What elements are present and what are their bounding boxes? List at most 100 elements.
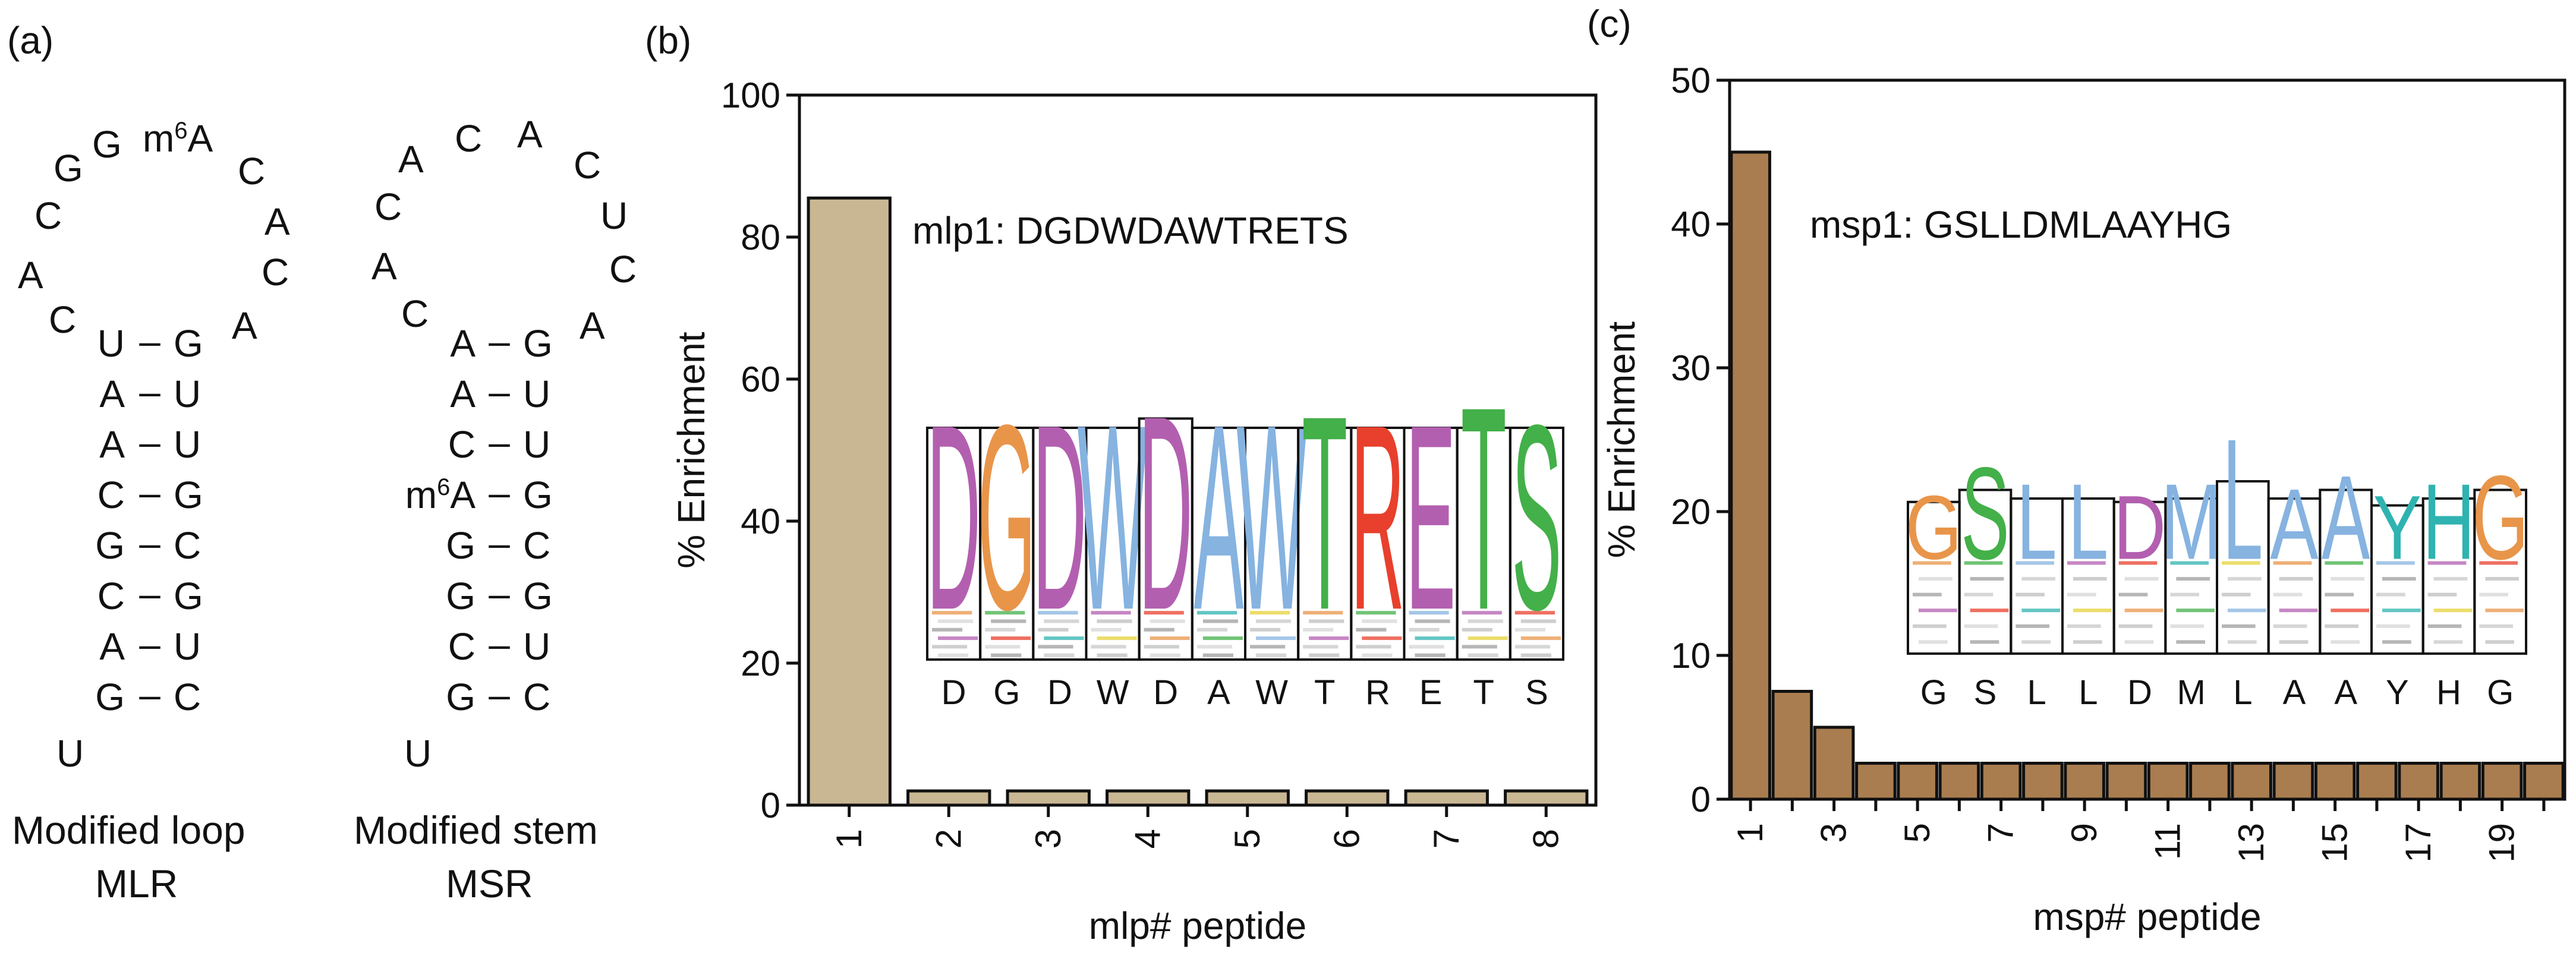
logo-minor-residue	[2228, 608, 2266, 613]
logo-minor-residue	[2376, 624, 2410, 628]
y-tick-label: 60	[741, 359, 780, 399]
logo-minor-residue	[2067, 592, 2096, 597]
logo-letter: H	[2423, 461, 2475, 582]
msr-pair-bond: –	[489, 370, 510, 413]
logo-minor-residue	[2382, 608, 2421, 613]
mlr-pair-bond: –	[139, 370, 160, 413]
logo-letter: D	[1139, 359, 1193, 668]
logo-minor-residue	[1097, 619, 1132, 623]
logo-position-label: Y	[2386, 673, 2409, 712]
mlr-stem-left-nucleotide: A	[99, 423, 125, 466]
logo-position-label: A	[2283, 673, 2306, 712]
bar	[906, 789, 991, 807]
logo-minor-residue	[991, 653, 1022, 657]
logo-position-label: H	[2436, 673, 2461, 712]
msr-pair-bond: –	[489, 623, 510, 665]
msr-loop-nucleotide: U	[600, 194, 628, 237]
logo-minor-residue	[2222, 561, 2260, 565]
logo-position-label: W	[1097, 673, 1129, 712]
logo-minor-residue	[2479, 624, 2513, 628]
logo-minor-residue	[1196, 645, 1232, 649]
msr-stem-right-nucleotide: C	[523, 524, 550, 567]
logo-minor-residue	[1250, 645, 1286, 649]
y-tick-label: 20	[1671, 492, 1711, 532]
logo-minor-residue	[1964, 592, 1994, 597]
logo-minor-residue	[2325, 592, 2354, 597]
logo-minor-residue	[2376, 561, 2415, 565]
logo-minor-residue	[1919, 577, 1953, 581]
mlr-stem-right-nucleotide: G	[174, 322, 203, 365]
logo-minor-residue	[2273, 561, 2312, 565]
bar	[2147, 762, 2189, 801]
msr-stem-right-nucleotide: U	[523, 625, 550, 668]
logo-minor-residue	[2279, 577, 2313, 581]
mlr-stem-right-nucleotide: C	[174, 524, 201, 567]
x-tick-label: 7	[1426, 829, 1466, 849]
y-tick-label: 100	[721, 75, 780, 115]
logo-minor-residue	[1250, 627, 1281, 632]
mlr-loop-nucleotide: C	[49, 298, 76, 341]
bar	[1855, 762, 1897, 801]
logo-minor-residue	[1038, 645, 1073, 649]
mlr-loop-nucleotide: G	[53, 147, 83, 190]
bar	[2231, 762, 2272, 801]
logo-minor-residue	[1256, 636, 1296, 641]
logo-minor-residue	[1038, 611, 1078, 615]
x-tick-label: 6	[1327, 829, 1366, 849]
logo-minor-residue	[2118, 624, 2153, 628]
logo-minor-residue	[2485, 608, 2524, 613]
x-tick-label: 1	[829, 829, 869, 849]
msr-loop-nucleotide: C	[401, 292, 429, 335]
logo-minor-residue	[2176, 577, 2210, 581]
logo-minor-residue	[1196, 611, 1237, 615]
logo-minor-residue	[2067, 624, 2101, 628]
x-tick-label: 7	[1981, 823, 2021, 843]
logo-minor-residue	[1514, 627, 1545, 632]
mlr-stem-left-nucleotide: G	[95, 676, 125, 718]
logo-position-label: M	[2177, 673, 2206, 712]
logo-position-label: A	[2334, 673, 2357, 712]
logo-minor-residue	[2382, 640, 2411, 644]
logo-position-label: G	[1920, 673, 1947, 712]
peptide-annotation: msp1: GSLLDMLAAYHG	[1810, 203, 2232, 246]
logo-minor-residue	[2073, 608, 2112, 613]
logo-position-label: L	[2233, 673, 2252, 712]
logo-minor-residue	[1309, 619, 1344, 623]
msr-loop-nucleotide: C	[574, 144, 601, 187]
y-axis-title: % Enrichment	[670, 332, 713, 569]
logo-column-box	[2473, 488, 2528, 655]
y-tick-label: 10	[1671, 636, 1711, 676]
logo-minor-residue	[2124, 640, 2154, 644]
logo-minor-residue	[1202, 636, 1243, 641]
logo-minor-residue	[1044, 636, 1084, 641]
msr-stem-left-nucleotide: A	[450, 373, 475, 415]
logo-minor-residue	[1913, 592, 1942, 597]
mlr-loop-nucleotide: A	[264, 200, 290, 243]
y-tick-label: 80	[741, 217, 780, 257]
msr-stem-right-nucleotide: G	[523, 575, 553, 617]
logo-minor-residue	[1964, 624, 1998, 628]
logo-position-label: D	[941, 673, 966, 712]
logo-position-label: A	[1207, 673, 1230, 712]
logo-minor-residue	[2485, 640, 2514, 644]
bar	[2189, 762, 2231, 801]
bar	[2356, 762, 2398, 801]
mlr-stem-right-nucleotide: U	[174, 373, 201, 415]
logo-letter: T	[1302, 359, 1347, 668]
msr-pair-bond: –	[489, 421, 510, 463]
x-tick-label: 15	[2315, 823, 2355, 863]
logo-minor-residue	[1150, 653, 1180, 657]
bar	[1980, 762, 2022, 801]
logo-minor-residue	[938, 636, 978, 641]
logo-minor-residue	[2170, 561, 2209, 565]
logo-position-label: G	[2487, 673, 2514, 712]
logo-position-label: D	[1153, 673, 1178, 712]
logo-minor-residue	[1303, 645, 1339, 649]
logo-minor-residue	[2382, 577, 2416, 581]
mlr-pair-bond: –	[139, 320, 160, 362]
y-tick-label: 40	[741, 501, 780, 541]
bar	[2398, 762, 2439, 801]
logo-minor-residue	[2273, 592, 2303, 597]
logo-minor-residue	[1415, 619, 1450, 623]
